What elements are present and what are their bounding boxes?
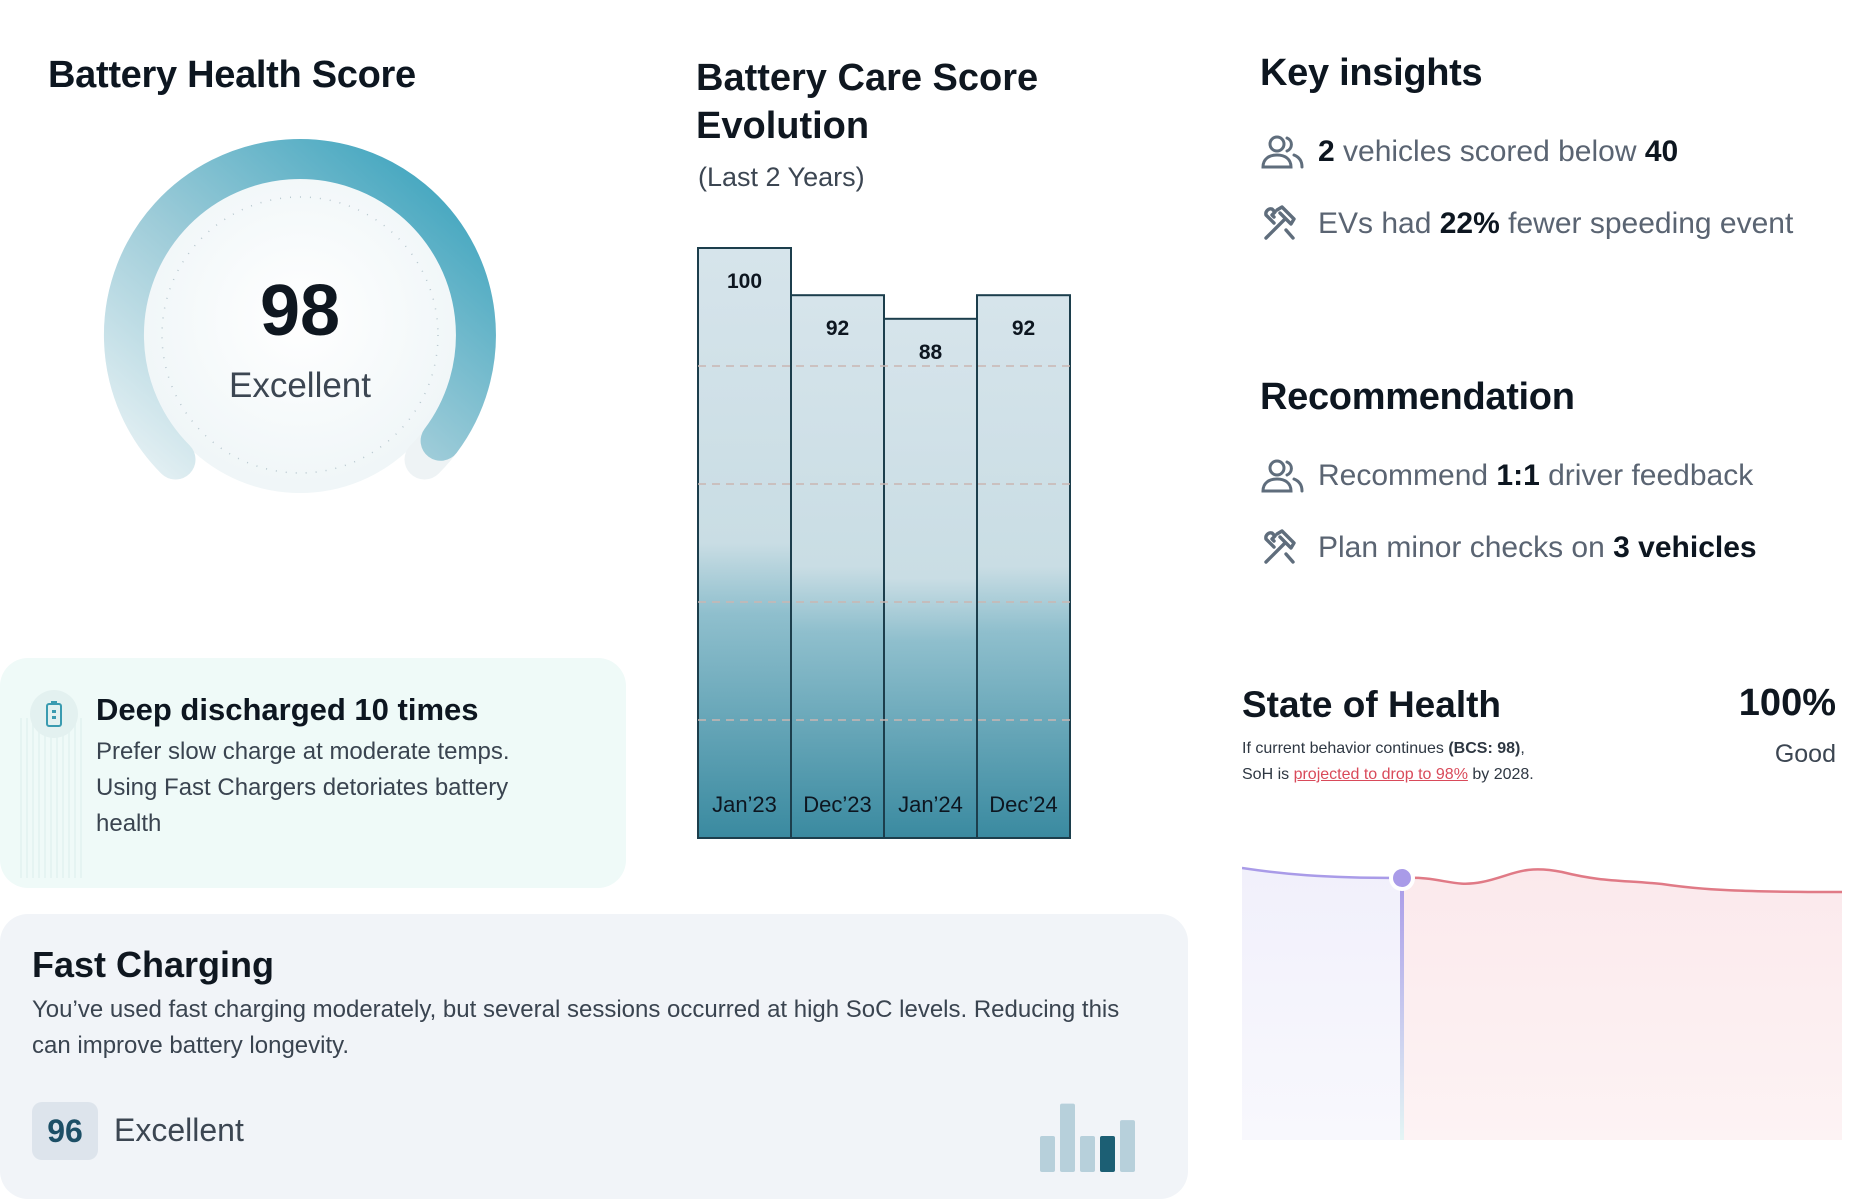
recommendation-value: 1:1 (1496, 459, 1540, 492)
fast-charging-score-badge: 96 (32, 1102, 98, 1160)
soh-note-bcs: (BCS: 98) (1448, 740, 1521, 757)
soh-note-comma: , (1520, 740, 1525, 757)
recommendation-card: Recommendation Recommend 1:1 driver feed… (1216, 340, 1866, 630)
chart-category-label: Jan’24 (898, 792, 963, 817)
care-score-bar-chart: 100 Jan’23 92 Dec’23 88 Jan’24 92 Dec’24 (697, 247, 1071, 840)
discharge-description: Prefer slow charge at moderate temps. Us… (96, 738, 510, 837)
care-score-card: Battery Care Score Evolution (Last 2 Yea… (648, 0, 1188, 888)
soh-projection-link[interactable]: projected to drop to 98% (1293, 766, 1468, 783)
decorative-stripes (20, 718, 84, 878)
gauge-dots (161, 196, 439, 474)
tools-icon (1260, 528, 1308, 568)
deep-discharge-card: Deep discharged 10 times Prefer slow cha… (0, 658, 626, 888)
soh-value: 100% (1738, 682, 1836, 724)
soh-projection-line (1401, 868, 1842, 894)
mini-bar (1100, 1136, 1115, 1172)
recommendation-value: 3 vehicles (1613, 531, 1757, 564)
soh-projection-chart (1242, 865, 1842, 1140)
health-gauge: 98 Excellent (90, 130, 510, 550)
fast-charging-card: Fast Charging You’ve used fast charging … (0, 914, 1188, 1199)
fast-charging-score-label: Excellent (114, 1112, 244, 1148)
recommendation-text-pre: Recommend (1318, 459, 1497, 492)
soh-status: Good (1774, 740, 1836, 768)
recommendation-item: Recommend 1:1 driver feedback (1260, 456, 1753, 496)
soh-history-line (1242, 866, 1403, 880)
chart-bar[interactable] (976, 294, 1071, 839)
gauge-center (142, 177, 458, 493)
fast-charging-title: Fast Charging (32, 944, 275, 985)
insight-threshold: 40 (1644, 135, 1679, 168)
insight-text-pre: EVs had (1318, 207, 1440, 240)
soh-current-marker-line (1400, 880, 1404, 1140)
people-icon (1260, 456, 1308, 496)
chart-bar[interactable] (883, 317, 978, 840)
chart-bar[interactable] (790, 294, 885, 839)
insight-value: 22% (1439, 207, 1500, 240)
soh-title: State of Health (1242, 684, 1502, 725)
mini-bar (1040, 1136, 1055, 1172)
chart-category-label: Jan’23 (712, 792, 777, 817)
battery-health-title: Battery Health Score (48, 54, 416, 96)
soh-note-end: by 2028. (1467, 766, 1534, 783)
state-of-health-card: State of Health 100% Good If current beh… (1216, 640, 1866, 1199)
soh-note-text: If current behavior continues (1242, 740, 1449, 757)
gauge-arc (104, 139, 496, 480)
fast-charging-description: You’ve used fast charging moderately, bu… (32, 996, 1120, 1059)
soh-note-text-2: SoH is (1242, 766, 1294, 783)
key-insights-title: Key insights (1260, 52, 1483, 94)
chart-data-label: 100 (727, 270, 762, 293)
health-score-label: Excellent (228, 366, 372, 405)
chart-category-label: Dec’23 (803, 792, 871, 817)
gauge-ring (104, 139, 496, 493)
chart-data-label: 88 (919, 341, 943, 364)
care-score-title: Battery Care Score Evolution (696, 57, 1039, 147)
mini-bar-chart-icon (1040, 1103, 1135, 1172)
soh-projection-note: If current behavior continues (BCS: 98),… (1242, 736, 1662, 788)
people-icon (1260, 132, 1308, 172)
insight-text-mid: fewer speeding event (1499, 207, 1794, 240)
recommendation-item: Plan minor checks on 3 vehicles (1260, 528, 1757, 568)
recommendation-text-mid: driver feedback (1539, 459, 1754, 492)
health-score-value: 98 (259, 271, 341, 351)
mini-bar (1120, 1120, 1135, 1172)
recommendation-title: Recommendation (1260, 376, 1575, 418)
chart-category-label: Dec’24 (989, 792, 1057, 817)
mini-bar (1080, 1136, 1095, 1172)
discharge-title: Deep discharged 10 times (96, 692, 479, 727)
tools-icon (1260, 204, 1308, 244)
care-score-subtitle: (Last 2 Years) (698, 162, 865, 192)
battery-icon (30, 690, 78, 738)
soh-current-marker[interactable] (1389, 865, 1415, 891)
insight-item: EVs had 22% fewer speeding event (1260, 204, 1793, 244)
soh-history-area (1242, 868, 1402, 1140)
chart-bar[interactable] (697, 247, 792, 839)
insight-item: 2 vehicles scored below 40 (1260, 132, 1678, 172)
key-insights-card: Key insights 2 vehicles scored below 40 … (1216, 0, 1866, 340)
chart-data-label: 92 (1012, 317, 1035, 340)
recommendation-text-pre: Plan minor checks on (1318, 531, 1614, 564)
insight-value: 2 (1318, 135, 1335, 168)
insight-text-mid: vehicles scored below (1334, 135, 1645, 168)
chart-data-label: 92 (826, 317, 849, 340)
battery-health-card: Battery Health Score 98 Excellent (0, 0, 626, 630)
mini-bar (1060, 1103, 1075, 1172)
soh-projection-area (1402, 869, 1842, 1140)
